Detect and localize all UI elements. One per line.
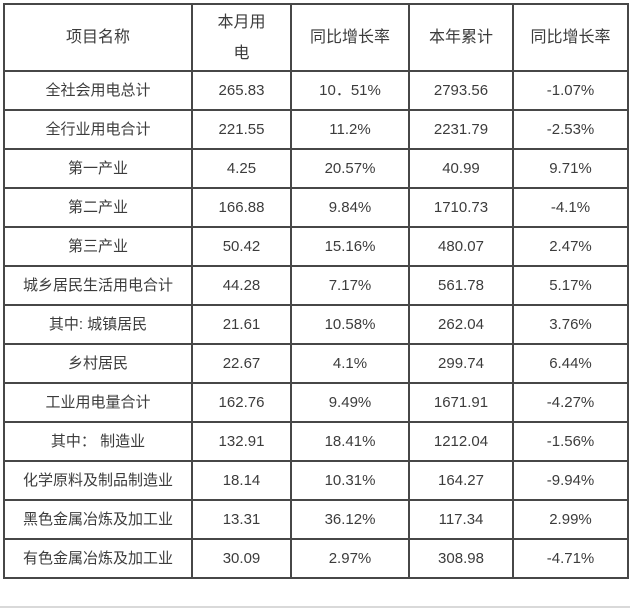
- table-row: 城乡居民生活用电合计 44.28 7.17% 561.78 5.17%: [3, 265, 629, 306]
- month-usage-cell: 22.67: [191, 343, 292, 384]
- ytd-total-cell: 308.98: [408, 538, 514, 579]
- ytd-total-cell: 480.07: [408, 226, 514, 267]
- ytd-total-cell: 164.27: [408, 460, 514, 501]
- table-row: 乡村居民 22.67 4.1% 299.74 6.44%: [3, 343, 629, 384]
- month-usage-cell: 50.42: [191, 226, 292, 267]
- table-row: 全社会用电总计 265.83 10．51% 2793.56 -1.07%: [3, 70, 629, 111]
- electricity-usage-table: 项目名称 本月用 电 同比增长率 本年累计 同比增长率 全社会用电总计 265.8…: [3, 3, 629, 579]
- month-yoy-cell: 2.97%: [290, 538, 410, 579]
- month-usage-cell: 18.14: [191, 460, 292, 501]
- row-label-cell: 化学原料及制品制造业: [3, 460, 193, 501]
- month-yoy-cell: 7.17%: [290, 265, 410, 306]
- table-header: 项目名称 本月用 电 同比增长率 本年累计 同比增长率: [3, 3, 629, 72]
- month-usage-cell: 265.83: [191, 70, 292, 111]
- table-row: 全行业用电合计 221.55 11.2% 2231.79 -2.53%: [3, 109, 629, 150]
- month-usage-cell: 4.25: [191, 148, 292, 189]
- ytd-total-cell: 2231.79: [408, 109, 514, 150]
- ytd-total-cell: 117.34: [408, 499, 514, 540]
- month-yoy-cell: 11.2%: [290, 109, 410, 150]
- month-usage-cell: 21.61: [191, 304, 292, 345]
- ytd-yoy-cell: 3.76%: [512, 304, 629, 345]
- header-ytd-yoy: 同比增长率: [512, 3, 629, 72]
- ytd-yoy-cell: 6.44%: [512, 343, 629, 384]
- ytd-yoy-cell: -1.07%: [512, 70, 629, 111]
- month-usage-cell: 166.88: [191, 187, 292, 228]
- month-usage-cell: 162.76: [191, 382, 292, 423]
- table-row: 有色金属冶炼及加工业 30.09 2.97% 308.98 -4.71%: [3, 538, 629, 579]
- month-usage-cell: 221.55: [191, 109, 292, 150]
- month-yoy-cell: 4.1%: [290, 343, 410, 384]
- header-item-name: 项目名称: [3, 3, 193, 72]
- ytd-yoy-cell: -1.56%: [512, 421, 629, 462]
- header-month-yoy: 同比增长率: [290, 3, 410, 72]
- ytd-total-cell: 1671.91: [408, 382, 514, 423]
- table-row: 工业用电量合计 162.76 9.49% 1671.91 -4.27%: [3, 382, 629, 423]
- row-label-cell: 全行业用电合计: [3, 109, 193, 150]
- ytd-yoy-cell: 2.47%: [512, 226, 629, 267]
- month-yoy-cell: 10.58%: [290, 304, 410, 345]
- month-yoy-cell: 15.16%: [290, 226, 410, 267]
- ytd-total-cell: 299.74: [408, 343, 514, 384]
- month-yoy-cell: 36.12%: [290, 499, 410, 540]
- row-label-cell: 其中: 城镇居民: [3, 304, 193, 345]
- month-yoy-cell: 20.57%: [290, 148, 410, 189]
- ytd-yoy-cell: -4.1%: [512, 187, 629, 228]
- table-row: 第三产业 50.42 15.16% 480.07 2.47%: [3, 226, 629, 267]
- ytd-yoy-cell: -4.27%: [512, 382, 629, 423]
- row-label-cell: 其中： 制造业: [3, 421, 193, 462]
- ytd-yoy-cell: -9.94%: [512, 460, 629, 501]
- month-yoy-cell: 10.31%: [290, 460, 410, 501]
- row-label-cell: 第三产业: [3, 226, 193, 267]
- header-month-usage: 本月用 电: [191, 3, 292, 72]
- ytd-yoy-cell: -2.53%: [512, 109, 629, 150]
- ytd-yoy-cell: 2.99%: [512, 499, 629, 540]
- row-label-cell: 有色金属冶炼及加工业: [3, 538, 193, 579]
- month-yoy-cell: 18.41%: [290, 421, 410, 462]
- month-usage-cell: 44.28: [191, 265, 292, 306]
- ytd-total-cell: 1710.73: [408, 187, 514, 228]
- table-body: 全社会用电总计 265.83 10．51% 2793.56 -1.07% 全行业用电合计 2…: [3, 70, 629, 579]
- month-usage-cell: 132.91: [191, 421, 292, 462]
- row-label-cell: 乡村居民: [3, 343, 193, 384]
- table-row: 化学原料及制品制造业 18.14 10.31% 164.27 -9.94%: [3, 460, 629, 501]
- ytd-yoy-cell: 9.71%: [512, 148, 629, 189]
- ytd-total-cell: 2793.56: [408, 70, 514, 111]
- table-row: 其中: 城镇居民 21.61 10.58% 262.04 3.76%: [3, 304, 629, 345]
- header-ytd-total: 本年累计: [408, 3, 514, 72]
- ytd-total-cell: 40.99: [408, 148, 514, 189]
- month-yoy-cell: 10．51%: [290, 70, 410, 111]
- row-label-cell: 工业用电量合计: [3, 382, 193, 423]
- month-yoy-cell: 9.84%: [290, 187, 410, 228]
- row-label-cell: 黑色金属冶炼及加工业: [3, 499, 193, 540]
- row-label-cell: 第一产业: [3, 148, 193, 189]
- table-row: 黑色金属冶炼及加工业 13.31 36.12% 117.34 2.99%: [3, 499, 629, 540]
- month-yoy-cell: 9.49%: [290, 382, 410, 423]
- header-row: 项目名称 本月用 电 同比增长率 本年累计 同比增长率: [3, 3, 629, 72]
- page-bottom-divider: [0, 606, 630, 608]
- month-usage-cell: 30.09: [191, 538, 292, 579]
- ytd-yoy-cell: 5.17%: [512, 265, 629, 306]
- ytd-total-cell: 561.78: [408, 265, 514, 306]
- month-usage-cell: 13.31: [191, 499, 292, 540]
- row-label-cell: 全社会用电总计: [3, 70, 193, 111]
- ytd-total-cell: 262.04: [408, 304, 514, 345]
- table-row: 其中： 制造业 132.91 18.41% 1212.04 -1.56%: [3, 421, 629, 462]
- row-label-cell: 第二产业: [3, 187, 193, 228]
- ytd-total-cell: 1212.04: [408, 421, 514, 462]
- row-label-cell: 城乡居民生活用电合计: [3, 265, 193, 306]
- ytd-yoy-cell: -4.71%: [512, 538, 629, 579]
- table-row: 第二产业 166.88 9.84% 1710.73 -4.1%: [3, 187, 629, 228]
- table-row: 第一产业 4.25 20.57% 40.99 9.71%: [3, 148, 629, 189]
